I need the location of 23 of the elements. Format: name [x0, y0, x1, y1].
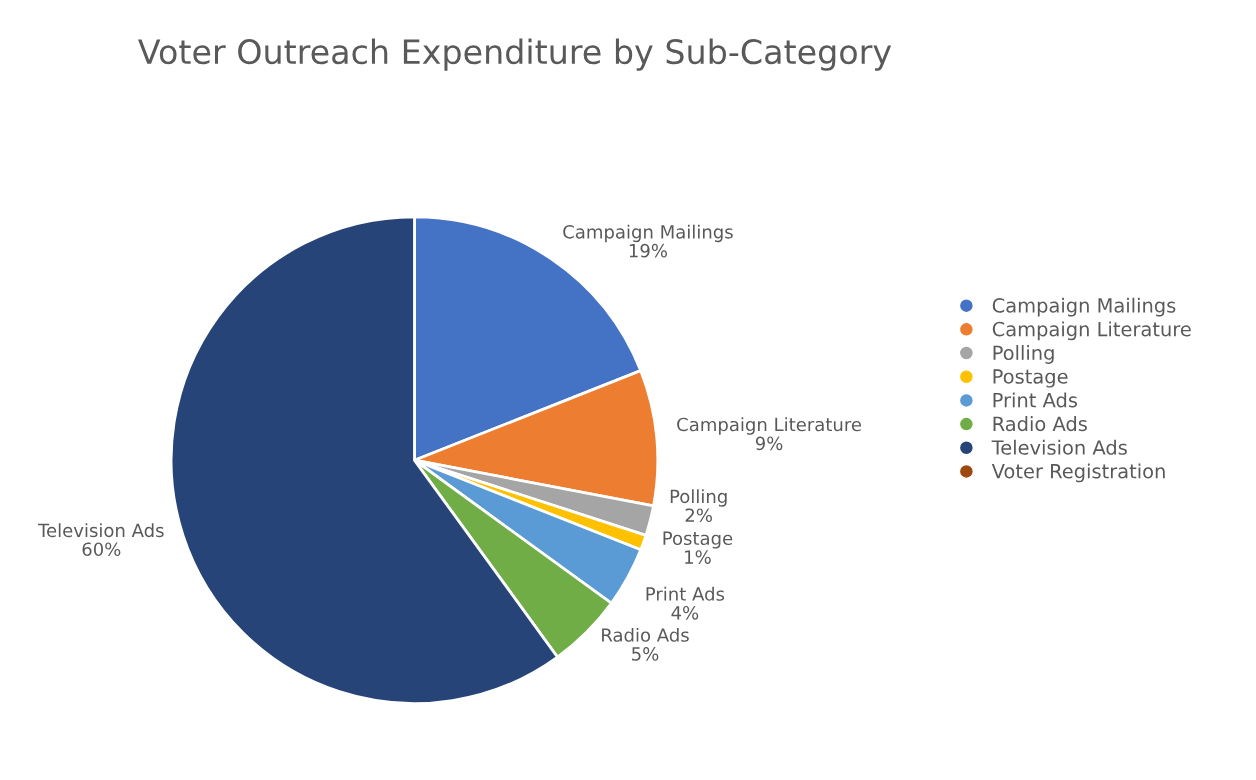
data-label: 1%	[685, 550, 711, 564]
data-label: 9%	[755, 436, 783, 451]
slice-label: Polling	[670, 489, 727, 507]
data-label: 60%	[82, 542, 121, 557]
slice-label: Campaign Mailings	[563, 224, 733, 243]
legend-label: Print Ads	[993, 392, 1078, 408]
data-label: 19%	[629, 243, 667, 258]
legend-label: Television Ads	[991, 439, 1127, 455]
slice-label: Postage	[663, 531, 733, 549]
legend-label: Polling	[993, 345, 1054, 364]
data-label: 2%	[685, 508, 712, 523]
slice-label: Print Ads	[646, 586, 725, 601]
legend-label: Campaign Literature	[992, 321, 1191, 341]
legend-label: Postage	[993, 369, 1068, 388]
slice-label: Radio Ads	[602, 627, 689, 642]
legend-label: Voter Registration	[991, 463, 1165, 483]
chart-title: Voter Outreach Expenditure by Sub-Category	[138, 38, 892, 71]
slice-label: Television Ads	[38, 523, 164, 538]
data-label: 4%	[671, 605, 699, 620]
legend-label: Campaign Mailings	[992, 297, 1176, 317]
data-label: 5%	[632, 647, 659, 661]
slice-label: Campaign Literature	[677, 417, 862, 435]
legend-label: Radio Ads	[993, 416, 1087, 432]
